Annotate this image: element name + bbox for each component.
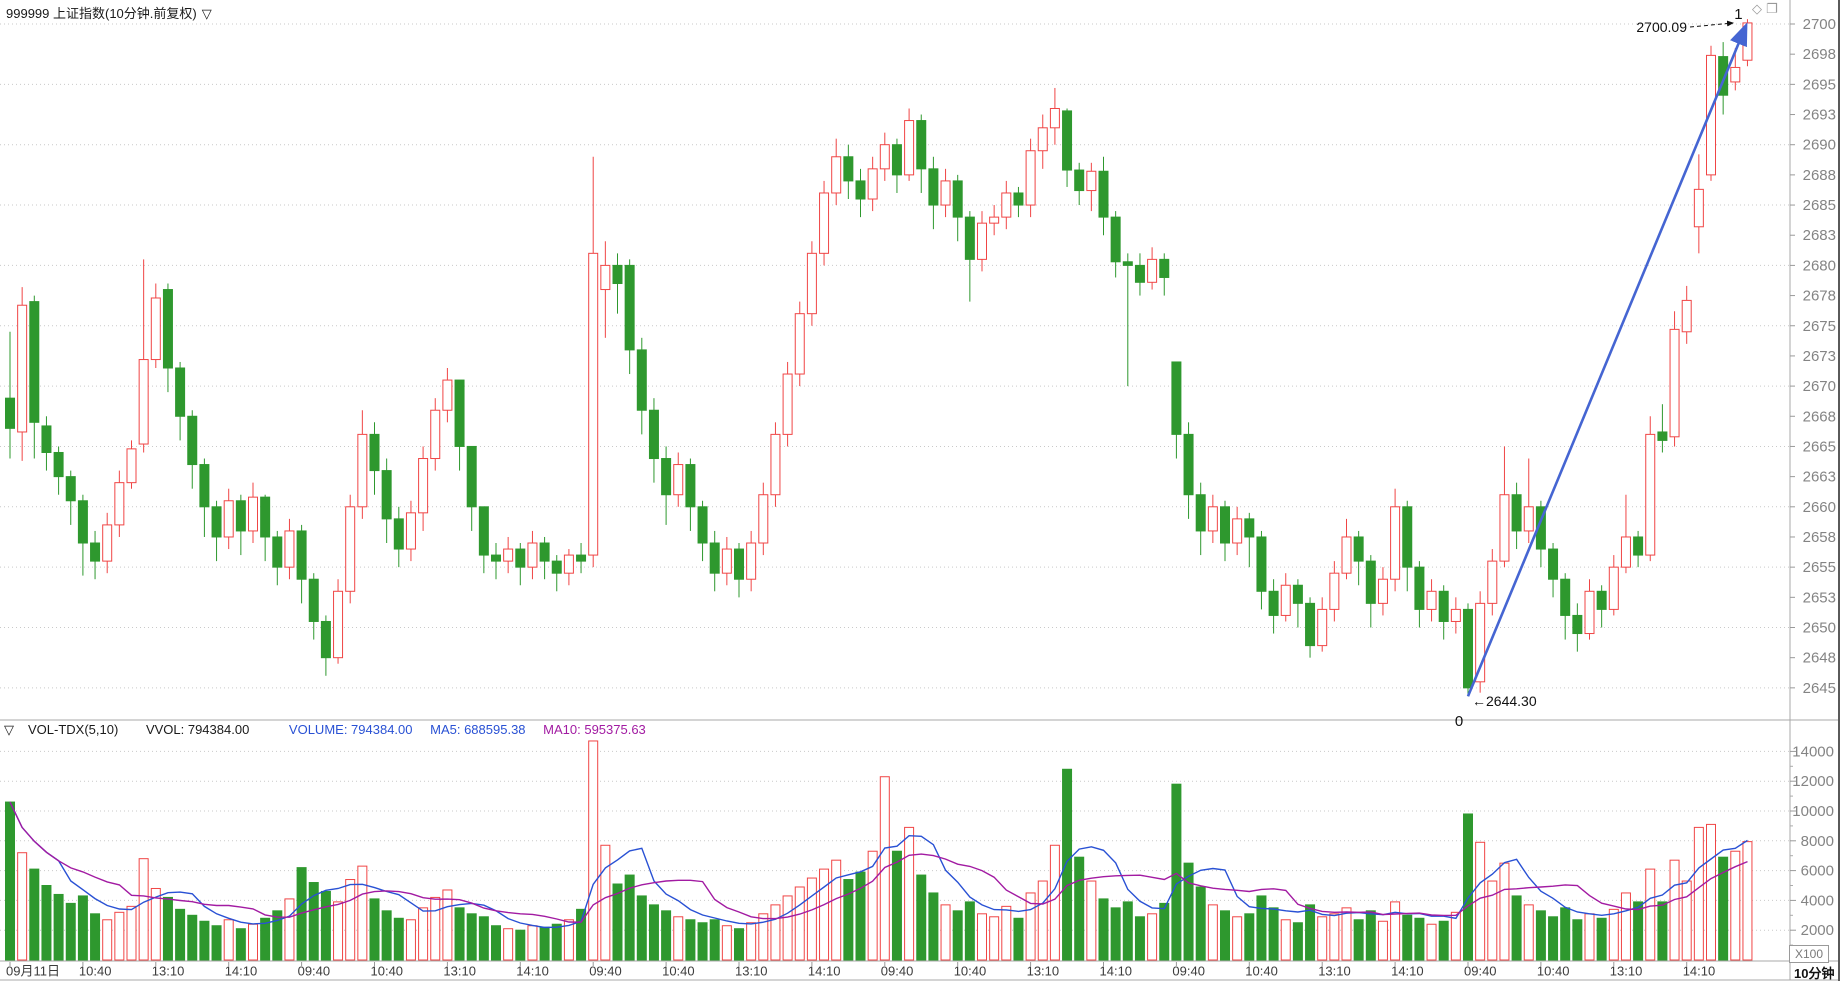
annotations: 0 1 ←2644.30 2700.09 (1455, 6, 1743, 730)
restore-window-icon[interactable]: ❐ (1766, 1, 1782, 16)
price-axis-label: 2660 (1803, 499, 1836, 516)
time-axis-label: 10:40 (1537, 964, 1570, 979)
chevron-down-icon[interactable]: ▽ (201, 6, 212, 21)
diamond-icon[interactable]: ◇ (1752, 1, 1766, 16)
price-axis-label: 2663 (1803, 469, 1836, 486)
volume-ma10-line (9, 801, 1748, 923)
price-axis-label: 2678 (1803, 288, 1836, 305)
time-axis-label: 13:10 (1318, 964, 1351, 979)
price-axis-label: 2698 (1803, 46, 1836, 63)
volume-pane-header: ▽ VOL-TDX(5,10) VVOL: 794384.00 VOLUME: 7… (4, 722, 660, 739)
time-axis-label: 14:10 (808, 964, 841, 979)
volume-ma5-line (9, 801, 1748, 929)
price-axis-label: 2670 (1803, 378, 1836, 395)
time-axis-label: 14:10 (1683, 964, 1716, 979)
price-axis-label: 2695 (1803, 76, 1836, 93)
price-axis-label: 2645 (1803, 680, 1836, 697)
time-axis-label: 13:10 (735, 964, 768, 979)
time-axis-label: 09月11日 (6, 964, 60, 979)
price-axis-label: 2655 (1803, 559, 1836, 576)
time-axis: 09月11日 10:40 13:10 14:10 09:40 10:40 13:10 14:1… (6, 962, 1715, 979)
vvol-value: VVOL: 794384.00 (145, 722, 250, 737)
period-label[interactable]: 10分钟 (1794, 966, 1835, 981)
time-axis-label: 13:10 (443, 964, 476, 979)
price-axis-label: 2665 (1803, 438, 1836, 455)
time-axis-label: 14:10 (1391, 964, 1424, 979)
price-axis-label: 2658 (1803, 529, 1836, 546)
time-axis-label: 10:40 (371, 964, 404, 979)
time-axis-label: 13:10 (1027, 964, 1060, 979)
volume-axis-label: 12000 (1792, 773, 1834, 790)
price-gridlines (0, 23, 1790, 689)
time-axis-label: 10:40 (662, 964, 695, 979)
time-axis-label: 09:40 (881, 964, 914, 979)
window-controls: ◇❐ (1752, 1, 1782, 17)
price-axis-label: 2685 (1803, 197, 1836, 214)
time-axis-label: 10:40 (954, 964, 987, 979)
triangle-down-icon: ▽ (4, 722, 14, 737)
price-axis-label: 2675 (1803, 318, 1836, 335)
time-axis-label: 13:10 (152, 964, 185, 979)
time-axis-label: 09:40 (1172, 964, 1205, 979)
price-axis-label: 2690 (1803, 137, 1836, 154)
time-axis-label: 10:40 (79, 964, 112, 979)
time-axis-label: 09:40 (298, 964, 331, 979)
volume-axis-label: 10000 (1792, 803, 1834, 820)
trend-line[interactable] (1466, 22, 1748, 697)
volume-ma10-value: MA10: 595375.63 (543, 722, 646, 737)
time-axis-label: 09:40 (589, 964, 622, 979)
price-axis-label: 2648 (1803, 650, 1836, 667)
price-axis-label: 2650 (1803, 620, 1836, 637)
volume-indicator-toggle[interactable]: ▽ VOL-TDX(5,10) (4, 722, 132, 737)
volume-axis: 14000 12000 10000 8000 6000 4000 2000 (1790, 743, 1834, 946)
high-annotation-leader (1689, 20, 1734, 28)
high-price-annotation: 2700.09 (1636, 19, 1687, 35)
window-right-border (1838, 0, 1840, 981)
time-axis-label: 09:40 (1464, 964, 1497, 979)
price-axis: 2700 2698 2695 2693 2690 2688 2685 2683 2680 2678… (1790, 16, 1836, 697)
trend-end-marker: 1 (1734, 6, 1742, 23)
price-axis-label: 2683 (1803, 227, 1836, 244)
low-price-annotation: ←2644.30 (1472, 693, 1537, 709)
time-axis-label: 14:10 (1100, 964, 1133, 979)
chart-title[interactable]: 999999 上证指数(10分钟.前复权) (6, 6, 197, 21)
volume-unit-label: X100 (1789, 945, 1829, 963)
volume-bars (5, 740, 1753, 961)
candles (5, 19, 1753, 697)
chart-title-bar: 999999 上证指数(10分钟.前复权) ▽ (6, 3, 212, 22)
price-axis-label: 2693 (1803, 107, 1836, 124)
trend-start-marker: 0 (1455, 713, 1463, 730)
volume-value: VOLUME: 794384.00 (288, 722, 413, 737)
volume-indicator-label: VOL-TDX(5,10) (28, 722, 119, 737)
price-axis-label: 2688 (1803, 167, 1836, 184)
price-axis-label: 2700 (1803, 16, 1836, 33)
price-axis-label: 2680 (1803, 257, 1836, 274)
time-axis-label: 14:10 (516, 964, 549, 979)
price-axis-label: 2668 (1803, 408, 1836, 425)
time-axis-label: 13:10 (1610, 964, 1643, 979)
volume-axis-label: 8000 (1801, 833, 1834, 850)
price-axis-label: 2673 (1803, 348, 1836, 365)
price-axis-label: 2653 (1803, 589, 1836, 606)
time-axis-label: 14:10 (225, 964, 258, 979)
volume-axis-label: 14000 (1792, 743, 1834, 760)
volume-axis-label: 4000 (1801, 892, 1834, 909)
volume-axis-label: 2000 (1801, 922, 1834, 939)
volume-axis-label: 6000 (1801, 863, 1834, 880)
time-axis-label: 10:40 (1245, 964, 1278, 979)
volume-ma5-value: MA5: 688595.38 (430, 722, 526, 737)
